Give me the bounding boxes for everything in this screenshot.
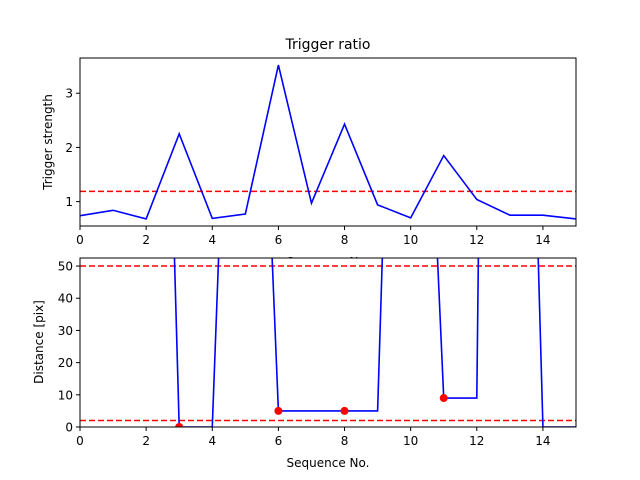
- y-tick-label: 50: [58, 260, 73, 274]
- x-tick-label: 10: [403, 434, 418, 448]
- series-lines: [80, 64, 576, 220]
- x-tick-label: 10: [403, 233, 418, 247]
- series-lines: [173, 258, 576, 427]
- y-tick-label: 40: [58, 292, 73, 306]
- y-tick-label: 3: [65, 87, 73, 101]
- x-tick-label: 6: [275, 233, 283, 247]
- threshold-lines: [80, 265, 576, 422]
- data-markers: [175, 394, 448, 427]
- x-tick-label: 8: [341, 233, 349, 247]
- x-tick-label: 8: [341, 434, 349, 448]
- x-tick-label: 12: [469, 233, 484, 247]
- x-tick-label: 4: [208, 233, 216, 247]
- plot-frame: [79, 57, 577, 227]
- x-tick-label: 2: [142, 233, 150, 247]
- x-tick-label: 4: [208, 434, 216, 448]
- y-tick-label: 0: [65, 421, 73, 435]
- y-axis-label: Distance [pix]: [32, 300, 46, 384]
- x-tick-label: 0: [76, 233, 84, 247]
- x-tick-label: 14: [535, 233, 550, 247]
- y-tick-label: 30: [58, 324, 73, 338]
- y-axis-label: Trigger strength: [41, 94, 55, 191]
- series-line: [173, 258, 576, 427]
- data-point-marker: [274, 406, 283, 415]
- x-tick-label: 2: [142, 434, 150, 448]
- y-tick-label: 2: [65, 141, 73, 155]
- y-tick-label: 20: [58, 356, 73, 370]
- plot-background: [80, 258, 576, 427]
- y-axis-ticks: 1 2 3: [65, 87, 80, 209]
- data-point-marker: [175, 423, 184, 427]
- x-axis-ticks: 0 2 4 6 8 10 12 14: [76, 226, 551, 247]
- data-point-marker: [340, 406, 349, 415]
- x-axis-ticks: 0 2 4 6 8 10 12 14: [76, 427, 551, 448]
- x-axis-label: Sequence No.: [287, 456, 370, 470]
- x-tick-label: 0: [76, 434, 84, 448]
- plot-frame: [79, 257, 577, 428]
- x-tick-label: 12: [469, 434, 484, 448]
- y-axis-ticks: 0 10 20 30 40 50: [58, 260, 80, 435]
- chart-title: Trigger ratio: [284, 37, 370, 53]
- x-tick-label: 14: [535, 434, 550, 448]
- x-tick-label: 6: [275, 434, 283, 448]
- y-tick-label: 1: [65, 195, 73, 209]
- y-tick-label: 10: [58, 388, 73, 402]
- distance-chart: 0 2 4 6 8 10 12 14 0 10 20 30 40 50 Distance [pix] S…: [32, 257, 577, 470]
- data-point-marker: [439, 394, 448, 403]
- series-line: [80, 64, 576, 220]
